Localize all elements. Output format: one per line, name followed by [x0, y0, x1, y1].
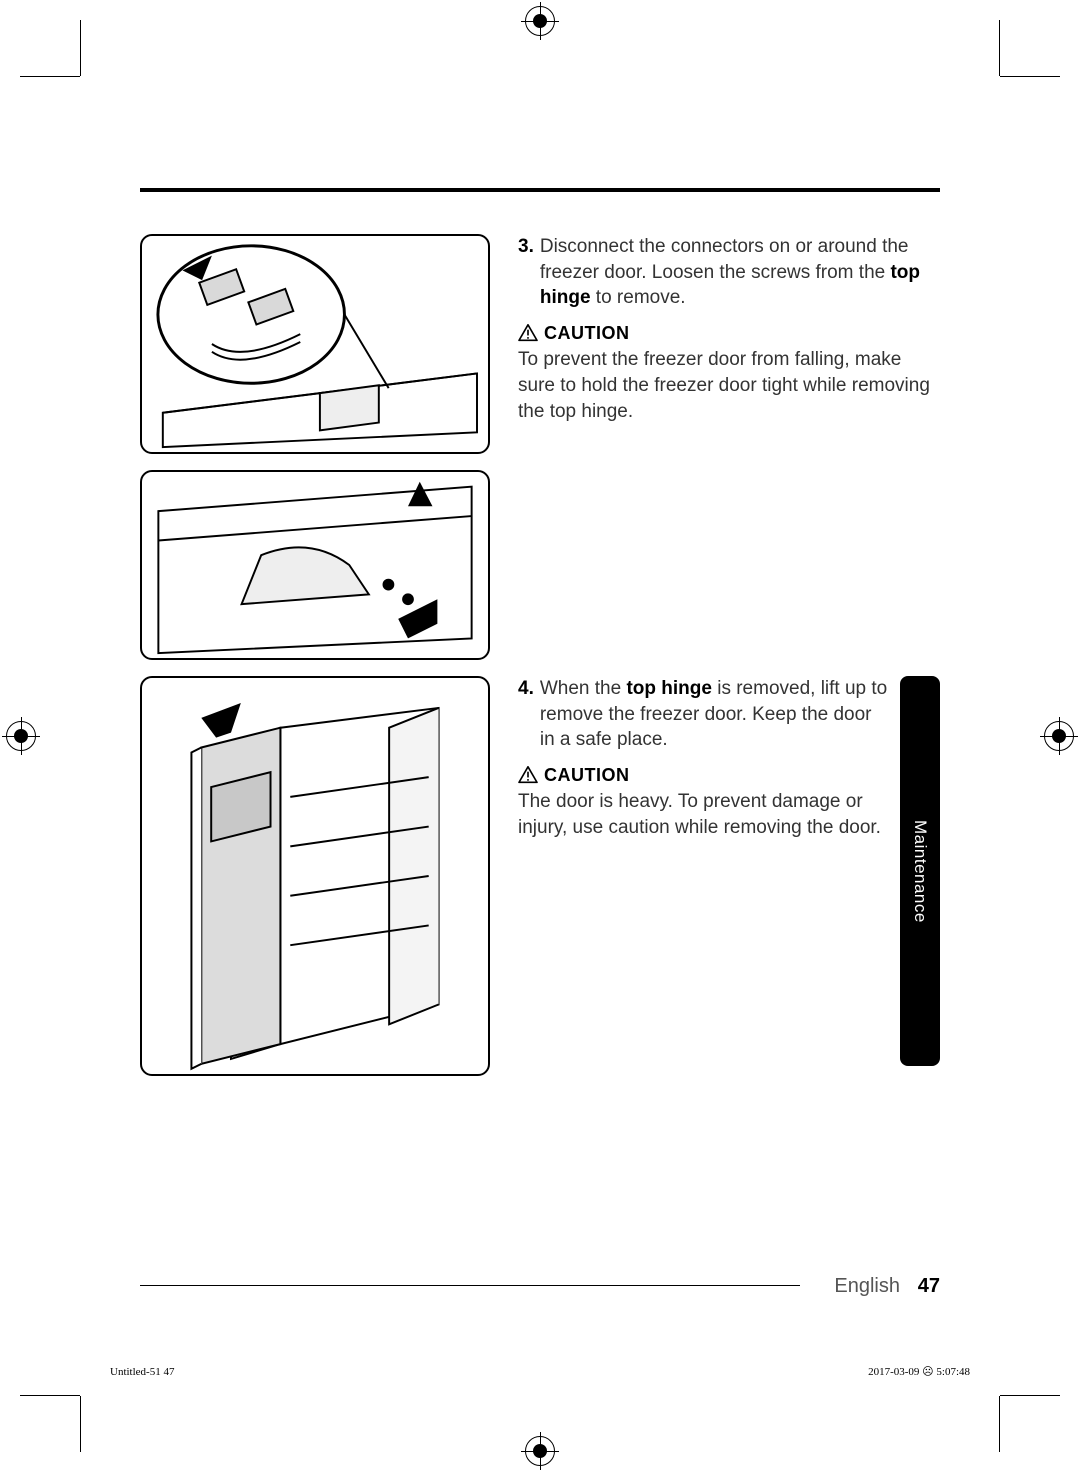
diagram-icon [142, 472, 488, 658]
bottom-rule [140, 1285, 800, 1287]
caution-label: CAUTION [544, 763, 630, 787]
section-tab-label: Maintenance [910, 820, 930, 923]
step-number: 4. [518, 676, 534, 753]
step-3-row: 3. Disconnect the connectors on or aroun… [140, 234, 940, 660]
warning-triangle-icon [518, 766, 538, 784]
step-text-bold: top hinge [626, 678, 711, 699]
registration-mark-icon [525, 6, 555, 36]
caution-heading: CAUTION [518, 763, 890, 787]
step-3: 3. Disconnect the connectors on or aroun… [518, 234, 940, 311]
step-text-part: to remove. [591, 287, 686, 308]
crop-mark [80, 20, 81, 76]
footer-filename: Untitled-51 47 [110, 1366, 174, 1378]
caution-heading: CAUTION [518, 321, 940, 345]
caution-text: The door is heavy. To prevent damage or … [518, 789, 890, 840]
figure-door-removal [140, 676, 490, 1076]
figure-connector-detail [140, 234, 490, 454]
crop-mark [999, 20, 1000, 76]
warning-triangle-icon [518, 324, 538, 342]
step-text: When the top hinge is removed, lift up t… [540, 676, 890, 753]
crop-mark [20, 1395, 80, 1396]
step-4-row: 4. When the top hinge is removed, lift u… [140, 676, 940, 1076]
figure-column [140, 234, 490, 660]
step-text-part: Disconnect the connectors on or around t… [540, 236, 909, 283]
step-text: Disconnect the connectors on or around t… [540, 234, 940, 311]
diagram-icon [142, 678, 488, 1074]
crop-mark [1000, 1395, 1060, 1396]
registration-mark-icon [6, 721, 36, 751]
page-area: 3. Disconnect the connectors on or aroun… [80, 76, 1000, 1396]
content-area: 3. Disconnect the connectors on or aroun… [140, 234, 940, 1076]
step-3-text-column: 3. Disconnect the connectors on or aroun… [518, 234, 940, 424]
crop-mark [20, 76, 80, 77]
registration-mark-icon [1044, 721, 1074, 751]
registration-mark-icon [525, 1436, 555, 1466]
step-4: 4. When the top hinge is removed, lift u… [518, 676, 890, 753]
caution-label: CAUTION [544, 321, 630, 345]
diagram-icon [142, 236, 488, 452]
page-language: English [834, 1275, 900, 1298]
step-4-text-column: 4. When the top hinge is removed, lift u… [518, 676, 940, 841]
page-number: 47 [918, 1275, 940, 1298]
step-text-part: When the [540, 678, 627, 699]
crop-mark [1000, 76, 1060, 77]
top-rule [140, 188, 940, 192]
section-tab: Maintenance [900, 676, 940, 1066]
figure-hinge-screws [140, 470, 490, 660]
step-number: 3. [518, 234, 534, 311]
footer-timestamp: 2017-03-09 ☹ 5:07:48 [868, 1365, 970, 1378]
caution-text: To prevent the freezer door from falling… [518, 347, 940, 424]
crop-mark [999, 1396, 1000, 1452]
crop-mark [80, 1396, 81, 1452]
